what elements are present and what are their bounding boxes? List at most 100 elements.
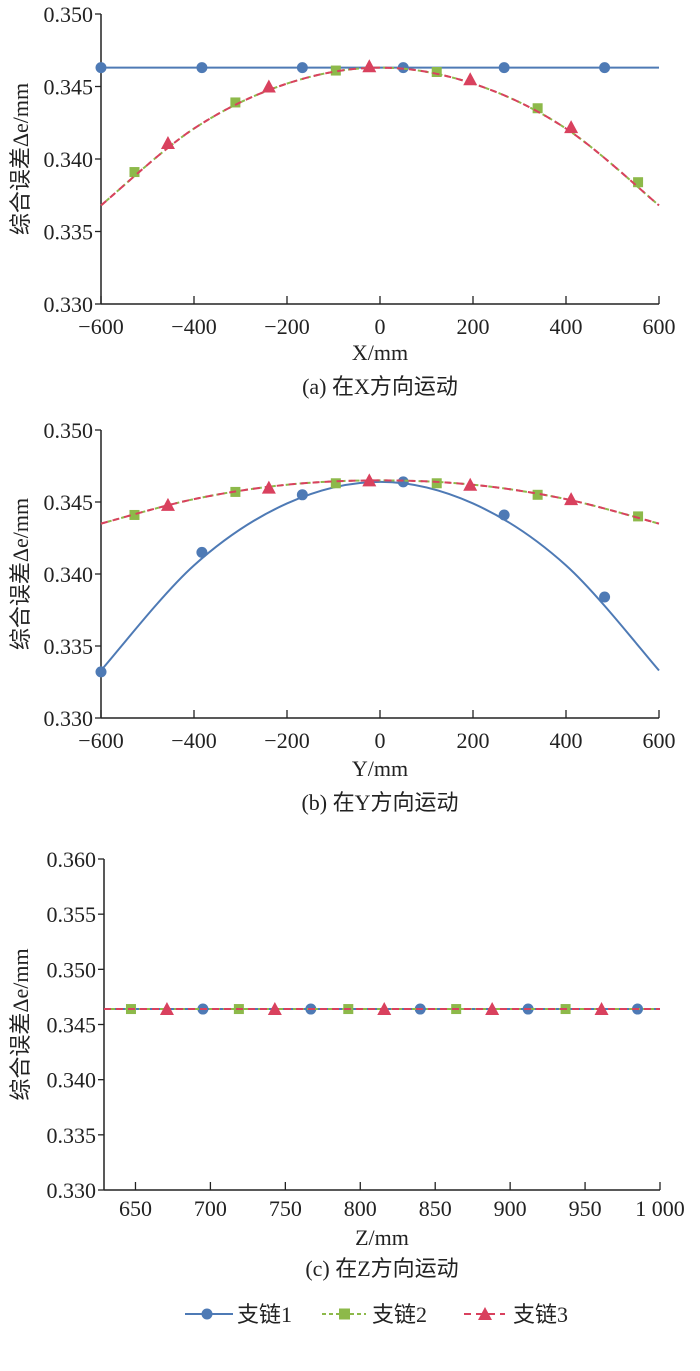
chart-panel-1: 0.330 0.335 0.340 0.345 0.350 −600 −400 −200 0 20… bbox=[8, 2, 676, 399]
data-point-triangle bbox=[160, 497, 175, 511]
data-point-square bbox=[633, 177, 644, 188]
y-tick-label: 0.335 bbox=[44, 220, 94, 245]
x-tick-label: −200 bbox=[264, 314, 309, 339]
x-tick-label: 800 bbox=[344, 1196, 377, 1221]
data-point-circle bbox=[95, 666, 107, 678]
y-tick-label: 0.330 bbox=[44, 292, 94, 317]
y-tick-label: 0.330 bbox=[44, 706, 94, 731]
x-tick-label: 200 bbox=[457, 728, 490, 753]
data-point-square bbox=[129, 167, 140, 178]
series-line bbox=[100, 480, 660, 672]
series-3 bbox=[104, 1002, 660, 1016]
data-point-triangle bbox=[267, 1002, 282, 1016]
y-tick-label: 0.360 bbox=[47, 847, 97, 872]
data-point-square bbox=[431, 67, 442, 77]
y-tick-label: 0.345 bbox=[47, 1013, 97, 1038]
data-point-triangle bbox=[261, 480, 276, 494]
legend-circle-marker bbox=[201, 1308, 213, 1320]
x-tick-label: 750 bbox=[269, 1196, 302, 1221]
x-tick-label: 1 000 bbox=[635, 1196, 685, 1221]
data-point-triangle bbox=[362, 473, 377, 487]
y-tick-label: 0.350 bbox=[47, 957, 97, 982]
y-tick-label: 0.335 bbox=[44, 634, 94, 659]
y-tick-label: 0.355 bbox=[47, 902, 97, 927]
y-tick-label: 0.335 bbox=[47, 1123, 97, 1148]
x-tick-label: −600 bbox=[78, 728, 123, 753]
data-point-square bbox=[129, 509, 140, 520]
data-point-circle bbox=[498, 509, 510, 521]
x-tick-label: 850 bbox=[419, 1196, 452, 1221]
legend-label-series2: 支链2 bbox=[372, 1302, 427, 1327]
x-tick-label: 700 bbox=[194, 1196, 227, 1221]
y-axis-label: 综合误差Δe/mm bbox=[8, 498, 33, 650]
x-axis-label: Z/mm bbox=[355, 1225, 409, 1250]
data-point-triangle bbox=[377, 1002, 392, 1016]
legend-square-marker bbox=[339, 1308, 350, 1320]
y-tick-label: 0.350 bbox=[44, 418, 94, 443]
series-line bbox=[100, 66, 660, 207]
y-axis-label: 综合误差Δe/mm bbox=[8, 83, 33, 235]
data-point-circle bbox=[196, 546, 208, 558]
x-tick-label: 650 bbox=[119, 1196, 152, 1221]
series-line bbox=[100, 479, 660, 525]
legend-item-series1: 支链1 bbox=[185, 1302, 292, 1327]
legend: 支链1 支链2 支链3 bbox=[185, 1302, 568, 1327]
y-tick-label: 0.340 bbox=[44, 147, 94, 172]
x-tick-label: 600 bbox=[643, 728, 676, 753]
x-tick-label: −400 bbox=[171, 314, 216, 339]
data-point-triangle bbox=[463, 72, 478, 86]
x-tick-label: −200 bbox=[264, 728, 309, 753]
legend-item-series2: 支链2 bbox=[322, 1302, 427, 1327]
y-tick-label: 0.345 bbox=[44, 75, 94, 100]
data-point-square bbox=[230, 97, 241, 108]
data-point-circle bbox=[196, 62, 208, 74]
x-tick-label: 950 bbox=[569, 1196, 602, 1221]
data-point-triangle bbox=[261, 79, 276, 93]
legend-item-series3: 支链3 bbox=[464, 1302, 568, 1327]
x-tick-label: 400 bbox=[550, 314, 583, 339]
data-point-square bbox=[532, 103, 543, 114]
data-point-triangle bbox=[362, 59, 377, 73]
data-point-square bbox=[633, 511, 644, 522]
y-tick-label: 0.345 bbox=[44, 490, 94, 515]
x-tick-label: 600 bbox=[643, 314, 676, 339]
x-tick-label: 200 bbox=[457, 314, 490, 339]
data-point-circle bbox=[296, 62, 308, 74]
data-point-circle bbox=[397, 62, 409, 74]
panel-caption: (b) 在Y方向运动 bbox=[301, 790, 458, 815]
panel-caption: (a) 在X方向运动 bbox=[302, 374, 458, 399]
x-axis-label: Y/mm bbox=[352, 756, 408, 781]
data-point-triangle bbox=[564, 492, 579, 506]
data-point-triangle bbox=[159, 1002, 174, 1016]
data-point-square bbox=[431, 478, 442, 489]
chart-panel-3: 0.330 0.335 0.340 0.345 0.350 0.355 0.360 650 70… bbox=[8, 847, 685, 1281]
x-axis-label: X/mm bbox=[352, 340, 408, 365]
legend-label-series3: 支链3 bbox=[513, 1302, 568, 1327]
x-tick-label: −600 bbox=[78, 314, 123, 339]
y-tick-label: 0.340 bbox=[47, 1068, 97, 1093]
y-tick-label: 0.340 bbox=[44, 562, 94, 587]
legend-label-series1: 支链1 bbox=[237, 1302, 292, 1327]
data-point-square bbox=[532, 489, 543, 500]
data-point-triangle bbox=[564, 120, 579, 134]
data-point-circle bbox=[599, 591, 611, 603]
series-1 bbox=[95, 476, 660, 678]
data-point-circle bbox=[296, 489, 308, 501]
x-tick-label: −400 bbox=[171, 728, 216, 753]
y-axis-label: 综合误差Δe/mm bbox=[8, 948, 33, 1100]
data-point-triangle bbox=[160, 136, 175, 150]
x-tick-label: 900 bbox=[494, 1196, 527, 1221]
series-3 bbox=[100, 473, 660, 525]
data-point-triangle bbox=[463, 477, 478, 491]
x-tick-label: 0 bbox=[375, 314, 386, 339]
data-point-circle bbox=[397, 476, 409, 488]
x-tick-label: 400 bbox=[550, 728, 583, 753]
series-line bbox=[100, 66, 660, 207]
data-point-triangle bbox=[485, 1002, 500, 1016]
data-point-circle bbox=[498, 62, 510, 74]
data-point-circle bbox=[599, 62, 611, 74]
data-point-square bbox=[330, 478, 341, 489]
data-point-square bbox=[330, 65, 341, 76]
y-tick-label: 0.330 bbox=[47, 1178, 97, 1203]
